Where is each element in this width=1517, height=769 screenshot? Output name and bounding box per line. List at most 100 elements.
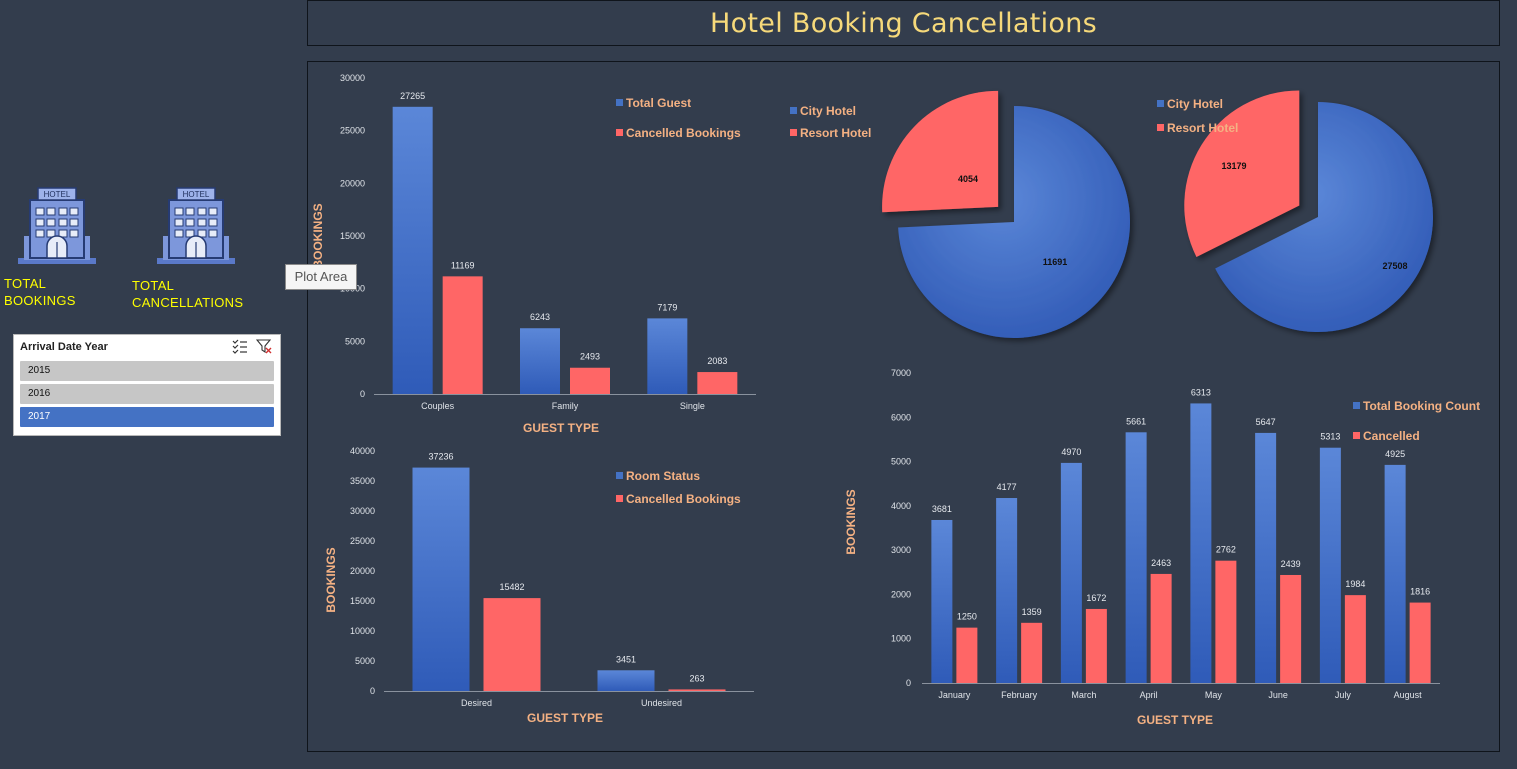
pie-data-label: 4054 bbox=[958, 174, 978, 184]
legend-label: Total Booking Count bbox=[1363, 399, 1480, 413]
legend-label: Cancelled Bookings bbox=[626, 492, 741, 506]
data-label: 1672 bbox=[1086, 593, 1106, 603]
bar bbox=[1085, 608, 1107, 683]
legend-label: Room Status bbox=[626, 469, 700, 483]
legend-swatch bbox=[616, 495, 623, 502]
kpi-total-bookings: TOTAL BOOKINGS bbox=[4, 275, 76, 309]
x-axis-title: GUEST TYPE bbox=[523, 421, 599, 435]
page-title: Hotel Booking Cancellations bbox=[709, 7, 1098, 39]
data-label: 5661 bbox=[1126, 416, 1146, 426]
kpi-label-line1: TOTAL bbox=[4, 276, 47, 291]
bar bbox=[412, 467, 470, 691]
legend-label: Cancelled bbox=[1363, 429, 1420, 443]
bar bbox=[597, 670, 655, 691]
legend-swatch bbox=[616, 472, 623, 479]
data-label: 1250 bbox=[957, 612, 977, 622]
arrival-year-slicer: Arrival Date Year 2015 2016 2017 bbox=[13, 334, 281, 436]
legend-swatch bbox=[1353, 402, 1360, 409]
bar bbox=[1021, 622, 1043, 683]
y-tick-label: 3000 bbox=[891, 545, 911, 555]
y-tick-label: 40000 bbox=[350, 446, 375, 456]
clear-filter-icon[interactable] bbox=[256, 338, 272, 354]
x-tick-label: Desired bbox=[461, 698, 492, 708]
data-label: 4970 bbox=[1061, 447, 1081, 457]
data-label: 263 bbox=[689, 673, 704, 683]
bar bbox=[520, 328, 560, 394]
y-tick-label: 5000 bbox=[891, 457, 911, 467]
kpi-label-line2: BOOKINGS bbox=[4, 293, 76, 308]
hotel-sign: HOTEL bbox=[183, 190, 210, 199]
x-axis-title: GUEST TYPE bbox=[1137, 713, 1213, 727]
pie-data-label: 13179 bbox=[1221, 161, 1246, 171]
y-tick-label: 7000 bbox=[891, 368, 911, 378]
y-tick-label: 30000 bbox=[350, 506, 375, 516]
legend-swatch bbox=[1157, 124, 1164, 131]
data-label: 2083 bbox=[707, 356, 727, 366]
y-tick-label: 20000 bbox=[340, 178, 365, 188]
x-tick-label: Couples bbox=[421, 401, 455, 411]
data-label: 5647 bbox=[1256, 417, 1276, 427]
multi-select-icon[interactable] bbox=[232, 338, 248, 354]
data-label: 5313 bbox=[1320, 432, 1340, 442]
bar bbox=[442, 276, 483, 394]
x-tick-label: May bbox=[1205, 690, 1223, 700]
y-tick-label: 10000 bbox=[350, 626, 375, 636]
data-label: 3451 bbox=[616, 654, 636, 664]
y-tick-label: 15000 bbox=[340, 231, 365, 241]
bar bbox=[1409, 602, 1431, 683]
x-tick-label: August bbox=[1394, 690, 1423, 700]
legend-label: City Hotel bbox=[1167, 97, 1223, 111]
y-tick-label: 30000 bbox=[340, 73, 365, 83]
bar bbox=[996, 498, 1018, 683]
y-tick-label: 5000 bbox=[345, 336, 365, 346]
x-tick-label: Undesired bbox=[641, 698, 682, 708]
legend-swatch bbox=[1353, 432, 1360, 439]
data-label: 6243 bbox=[530, 312, 550, 322]
x-tick-label: February bbox=[1001, 690, 1038, 700]
kpi-total-cancellations: TOTAL CANCELLATIONS bbox=[132, 277, 243, 311]
x-tick-label: June bbox=[1268, 690, 1288, 700]
pie-slice bbox=[882, 90, 999, 213]
pie-data-label: 11691 bbox=[1043, 257, 1068, 267]
data-label: 37236 bbox=[428, 452, 453, 462]
kpi-label-line2: CANCELLATIONS bbox=[132, 295, 244, 310]
bar bbox=[1215, 560, 1237, 683]
bar bbox=[697, 372, 738, 394]
y-tick-label: 5000 bbox=[355, 656, 375, 666]
y-tick-label: 25000 bbox=[340, 126, 365, 136]
slicer-item-2015[interactable]: 2015 bbox=[20, 361, 274, 381]
y-tick-label: 35000 bbox=[350, 476, 375, 486]
bar bbox=[668, 689, 726, 691]
slicer-item-2016[interactable]: 2016 bbox=[20, 384, 274, 404]
y-tick-label: 0 bbox=[360, 389, 365, 399]
pie-data-label: 27508 bbox=[1382, 261, 1407, 271]
data-label: 4177 bbox=[997, 482, 1017, 492]
bar bbox=[1150, 573, 1172, 683]
data-label: 1984 bbox=[1345, 579, 1365, 589]
bar bbox=[1190, 403, 1212, 683]
dashboard-frame bbox=[307, 61, 1500, 752]
bar bbox=[1255, 432, 1277, 683]
data-label: 11169 bbox=[451, 260, 475, 270]
legend-swatch bbox=[790, 129, 797, 136]
bar bbox=[1344, 595, 1366, 683]
data-label: 6313 bbox=[1191, 387, 1211, 397]
data-label: 27265 bbox=[400, 91, 425, 101]
y-tick-label: 1000 bbox=[891, 634, 911, 644]
data-label: 7179 bbox=[657, 302, 677, 312]
pie-slice bbox=[1184, 90, 1300, 257]
y-tick-label: 4000 bbox=[891, 501, 911, 511]
y-axis-title: BOOKINGS bbox=[324, 547, 338, 612]
x-tick-label: March bbox=[1071, 690, 1096, 700]
data-label: 1359 bbox=[1022, 607, 1042, 617]
bar bbox=[1319, 447, 1341, 683]
legend-swatch bbox=[616, 99, 623, 106]
y-tick-label: 20000 bbox=[350, 566, 375, 576]
slicer-item-2017[interactable]: 2017 bbox=[20, 407, 274, 427]
y-tick-label: 15000 bbox=[350, 596, 375, 606]
legend-label: Total Guest bbox=[626, 96, 691, 110]
x-tick-label: Family bbox=[552, 401, 579, 411]
x-tick-label: April bbox=[1140, 690, 1158, 700]
pie-slice bbox=[1215, 102, 1433, 332]
